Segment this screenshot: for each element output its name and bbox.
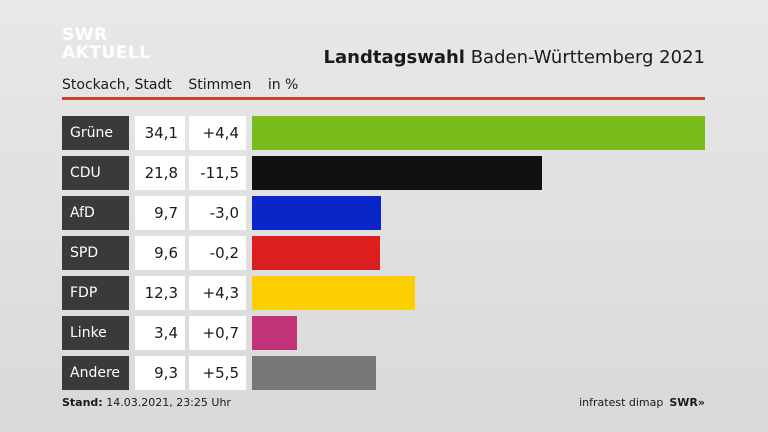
bar-row: Andere 9,3 +5,5 <box>62 356 705 390</box>
bar-row: Grüne 34,1 +4,4 <box>62 116 705 150</box>
bar <box>252 116 705 150</box>
logo-line-2: AKTUELL <box>62 43 151 63</box>
source-label: infratest dimap <box>579 396 664 409</box>
header-rule <box>62 97 705 100</box>
bar-row: CDU 21,8 -11,5 <box>62 156 705 190</box>
party-label: FDP <box>62 276 129 310</box>
bar-row: Linke 3,4 +0,7 <box>62 316 705 350</box>
value-label: 3,4 <box>135 316 185 350</box>
value-label: 9,7 <box>135 196 185 230</box>
value-label: 9,6 <box>135 236 185 270</box>
bar <box>252 196 381 230</box>
swr-footer-logo: SWR» <box>669 396 705 409</box>
subhead: Stockach, Stadt Stimmen in % <box>62 77 310 93</box>
diff-label: +5,5 <box>189 356 246 390</box>
title-rest: Baden-Württemberg 2021 <box>464 47 705 68</box>
title-bold: Landtagswahl <box>323 47 465 68</box>
bar-row: FDP 12,3 +4,3 <box>62 276 705 310</box>
party-label: CDU <box>62 156 129 190</box>
unit-label: in % <box>267 77 299 93</box>
location-label: Stockach, Stadt <box>62 77 172 93</box>
value-label: 21,8 <box>135 156 185 190</box>
party-label: Grüne <box>62 116 129 150</box>
bar <box>252 316 298 350</box>
diff-label: +4,3 <box>189 276 246 310</box>
timestamp: Stand: 14.03.2021, 23:25 Uhr <box>62 396 231 409</box>
bar <box>252 356 376 390</box>
party-label: Andere <box>62 356 129 390</box>
bar-row: AfD 9,7 -3,0 <box>62 196 705 230</box>
source-credit: infratest dimap SWR» <box>579 396 705 409</box>
measure-label: Stimmen <box>188 77 252 93</box>
value-label: 34,1 <box>135 116 185 150</box>
chart-title: Landtagswahl Baden-Württemberg 2021 <box>324 47 705 68</box>
diff-label: -11,5 <box>189 156 246 190</box>
value-label: 9,3 <box>135 356 185 390</box>
diff-label: -3,0 <box>189 196 246 230</box>
diff-label: +4,4 <box>189 116 246 150</box>
stand-value: 14.03.2021, 23:25 Uhr <box>102 396 231 409</box>
logo-line-1: SWR <box>62 25 108 45</box>
diff-label: -0,2 <box>189 236 246 270</box>
party-label: AfD <box>62 196 129 230</box>
bar <box>252 156 542 190</box>
stand-label: Stand: <box>62 396 103 409</box>
bar <box>252 236 380 270</box>
value-label: 12,3 <box>135 276 185 310</box>
diff-label: +0,7 <box>189 316 246 350</box>
party-label: SPD <box>62 236 129 270</box>
party-label: Linke <box>62 316 129 350</box>
bar <box>252 276 416 310</box>
bar-row: SPD 9,6 -0,2 <box>62 236 705 270</box>
swr-aktuell-logo: SWR AKTUELL <box>62 26 151 62</box>
